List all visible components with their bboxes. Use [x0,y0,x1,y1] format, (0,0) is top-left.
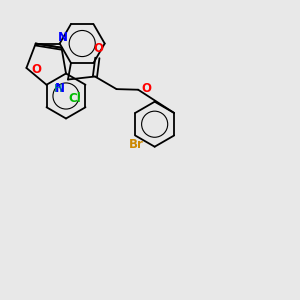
Text: N: N [58,31,68,44]
Text: Cl: Cl [68,92,81,105]
Text: H: H [54,84,62,94]
Text: O: O [93,42,103,55]
Text: Br: Br [129,139,144,152]
Text: O: O [142,82,152,95]
Text: O: O [32,63,42,76]
Text: N: N [55,82,65,95]
